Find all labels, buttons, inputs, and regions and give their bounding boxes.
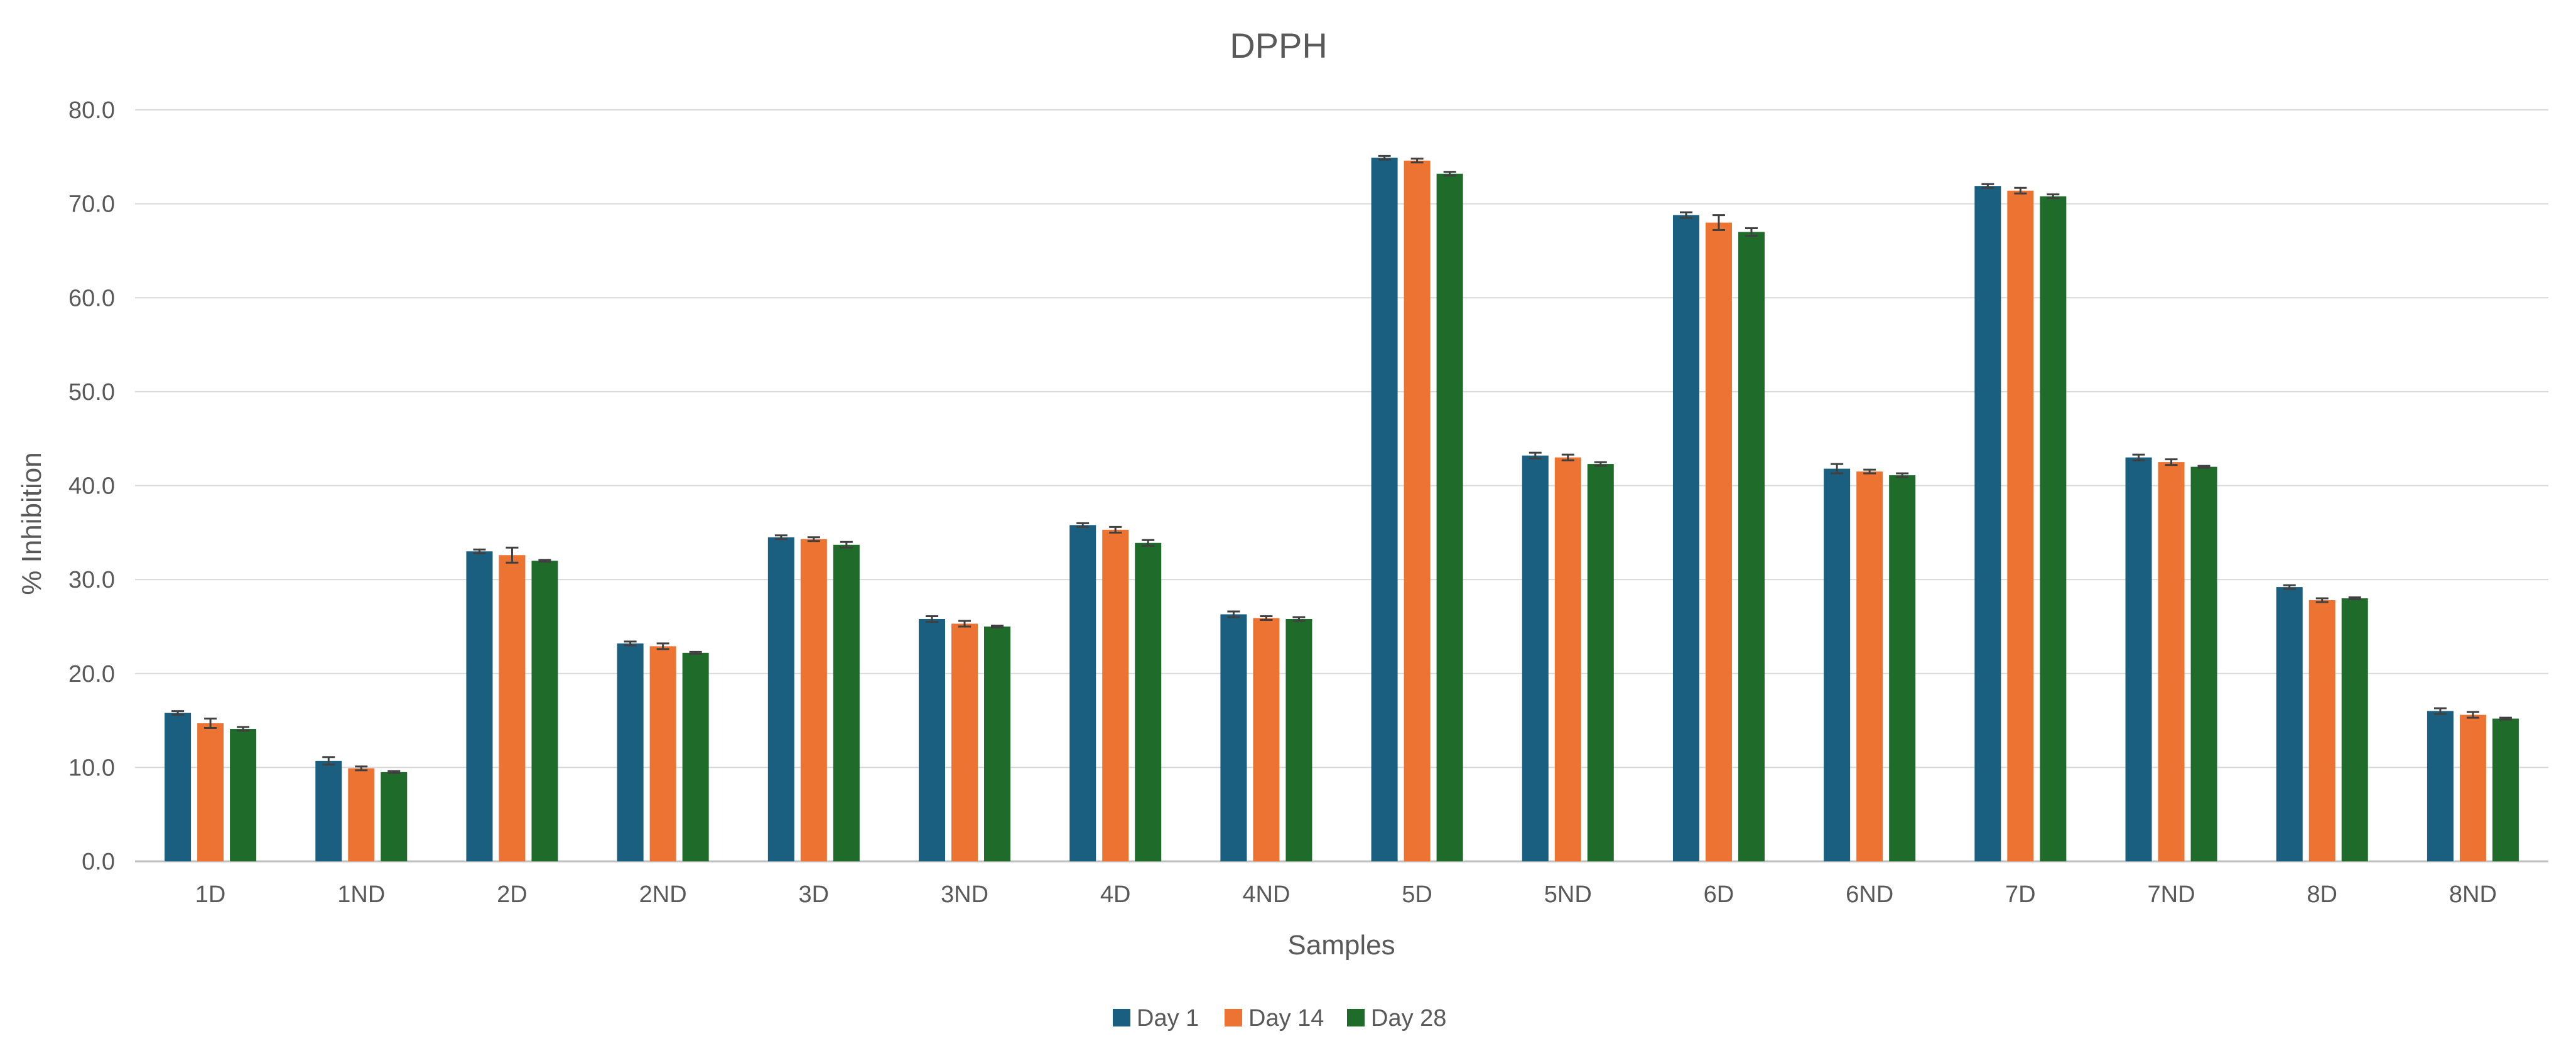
bar [1220,614,1247,861]
bar [1587,464,1614,861]
bar [833,544,860,861]
bar [2341,598,2368,861]
legend-label: Day 14 [1248,1005,1324,1031]
y-tick-label: 10.0 [68,755,115,781]
x-tick-labels: 1D 1ND 2D 2ND 3D 3ND 4D 4ND 5D 5ND 6D 6ND 7D 7ND 8D 8ND [195,881,2497,908]
bar [1253,618,1280,861]
bar [682,652,709,861]
x-tick-label: 5ND [1544,881,1592,908]
bars [165,158,2519,862]
y-tick-label: 80.0 [68,97,115,124]
bar [1889,475,1916,861]
error-bars [171,154,2512,774]
x-tick-label: 6D [1704,881,1734,908]
bar [1856,471,1883,861]
bar [1404,160,1431,862]
legend-swatch [1113,1009,1130,1026]
x-tick-label: 3D [799,881,830,908]
bar [348,768,375,861]
bar [315,760,342,861]
y-tick-label: 20.0 [68,661,115,687]
x-tick-label: 5D [1402,881,1432,908]
x-tick-label: 7D [2005,881,2036,908]
legend-label: Day 28 [1371,1005,1446,1031]
bar [2125,457,2152,861]
chart-title: DPPH [1230,26,1328,65]
x-tick-label: 7ND [2148,881,2195,908]
bar [1705,222,1732,861]
x-tick-label: 8ND [2449,881,2497,908]
y-tick-label: 60.0 [68,285,115,311]
bar [2459,714,2486,861]
bar [1135,542,1162,861]
bar [2190,466,2217,861]
bar [2427,711,2454,861]
legend-swatch [1347,1009,1365,1026]
bar [230,729,257,861]
bar [2007,190,2034,861]
bar [1738,232,1765,861]
bar [1522,455,1549,861]
bar [1371,158,1398,862]
bar [2492,718,2519,861]
legend-label: Day 1 [1137,1005,1199,1031]
x-tick-label: 2D [497,881,528,908]
bar [499,555,526,861]
bar [1102,529,1129,861]
x-tick-label: 8D [2307,881,2337,908]
y-tick-label: 50.0 [68,379,115,406]
bar [919,618,946,861]
bar [1554,457,1581,861]
x-tick-label: 1ND [337,881,385,908]
y-tick-label: 0.0 [82,849,115,875]
x-tick-label: 6ND [1846,881,1893,908]
bar [1069,525,1096,861]
bar [1824,468,1851,861]
bar [617,643,644,861]
x-axis-title: Samples [1287,930,1395,961]
x-tick-label: 4D [1100,881,1131,908]
bar [197,723,224,861]
bar [466,551,493,861]
legend: Day 1 Day 14 Day 28 [1113,1005,1446,1031]
x-tick-label: 3ND [941,881,988,908]
bar [2308,600,2335,861]
bar [1672,215,1699,862]
y-tick-label: 70.0 [68,191,115,218]
y-tick-label: 30.0 [68,567,115,593]
bar [649,646,676,861]
x-tick-label: 4ND [1242,881,1290,908]
bar [2040,196,2067,861]
bar [951,623,978,861]
bar [165,713,192,861]
bar [381,772,408,861]
bar [2158,462,2185,861]
legend-swatch [1225,1009,1242,1026]
bar [1285,618,1312,861]
y-axis-title: % Inhibition [16,452,47,595]
bar [1974,186,2001,861]
bar [531,561,558,861]
bar [984,626,1011,861]
gridlines [135,109,2548,863]
x-tick-label: 2ND [639,881,687,908]
y-tick-labels: 0.0 10.0 20.0 30.0 40.0 50.0 60.0 70.0 80.0 [68,97,115,875]
bar [1436,173,1463,861]
bar [800,539,827,861]
bar [2276,587,2303,861]
bar [767,537,794,861]
x-tick-label: 1D [195,881,226,908]
y-tick-label: 40.0 [68,473,115,500]
